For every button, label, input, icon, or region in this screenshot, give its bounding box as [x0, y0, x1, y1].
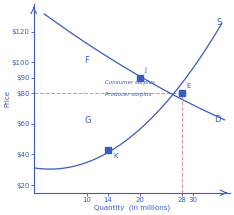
Text: E: E: [186, 83, 191, 89]
Text: K: K: [113, 153, 118, 159]
Text: D: D: [214, 115, 220, 124]
X-axis label: Quantity  (in millions): Quantity (in millions): [94, 204, 170, 211]
Y-axis label: Price: Price: [4, 90, 10, 107]
Text: Producer surplus: Producer surplus: [105, 92, 152, 97]
Text: J: J: [144, 67, 146, 73]
Text: G: G: [84, 116, 91, 125]
Text: F: F: [84, 56, 89, 65]
Text: Consumer surplus: Consumer surplus: [105, 80, 155, 85]
Text: S: S: [217, 18, 222, 27]
